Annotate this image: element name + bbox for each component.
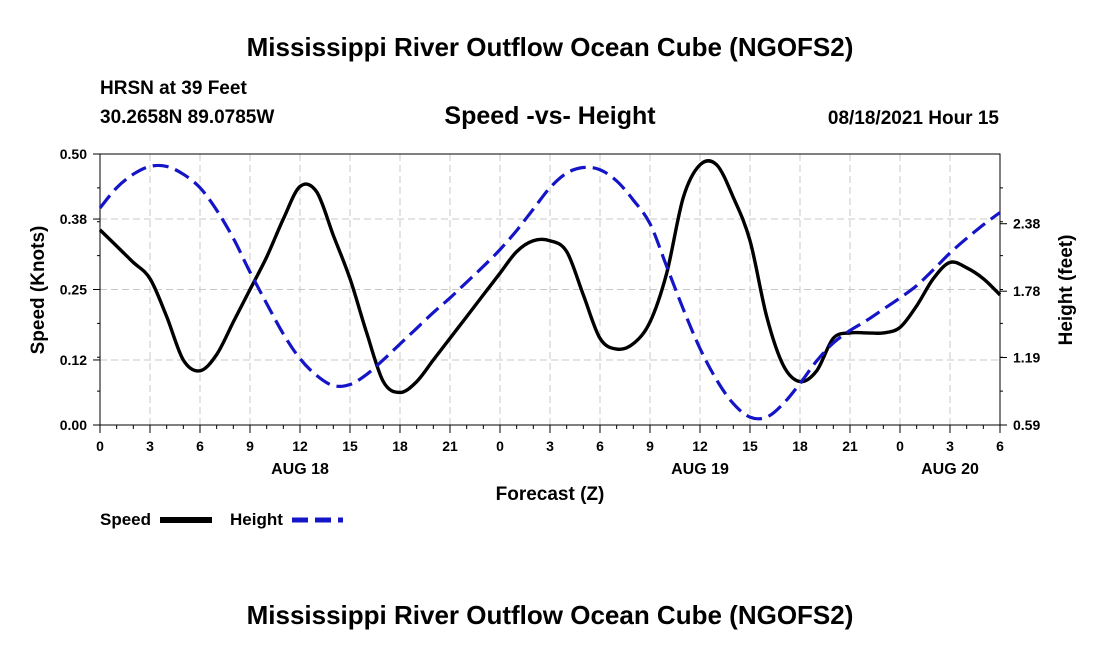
main-title: Mississippi River Outflow Ocean Cube (NG… bbox=[247, 32, 854, 62]
x-tick-label: 21 bbox=[442, 438, 458, 454]
forecast-time: 08/18/2021 Hour 15 bbox=[828, 108, 1000, 129]
x-tick-label: 9 bbox=[646, 438, 654, 454]
y-left-tick-label: 0.50 bbox=[60, 146, 87, 162]
x-tick-label: 15 bbox=[342, 438, 358, 454]
grid-lines bbox=[100, 154, 1000, 425]
x-tick-label: 0 bbox=[896, 438, 904, 454]
y-axis-left-title: Speed (Knots) bbox=[28, 226, 49, 355]
y-right-tick-label: 2.38 bbox=[1013, 216, 1040, 232]
x-tick-label: 15 bbox=[742, 438, 758, 454]
x-tick-label: 12 bbox=[292, 438, 308, 454]
location-label: 30.2658N 89.0785W bbox=[100, 107, 274, 128]
x-tick-label: 12 bbox=[692, 438, 708, 454]
x-axis-title: Forecast (Z) bbox=[496, 484, 605, 505]
x-tick-label: 3 bbox=[146, 438, 154, 454]
legend-speed-label: Speed bbox=[100, 510, 151, 529]
x-tick-label: 18 bbox=[392, 438, 408, 454]
x-tick-label: 6 bbox=[596, 438, 604, 454]
x-tick-label: 6 bbox=[996, 438, 1004, 454]
series-line-height bbox=[98, 163, 1001, 421]
x-tick-label: 0 bbox=[496, 438, 504, 454]
x-tick-label: 3 bbox=[546, 438, 554, 454]
x-tick-label: 21 bbox=[842, 438, 858, 454]
x-tick-label: 6 bbox=[196, 438, 204, 454]
date-label: AUG 18 bbox=[271, 461, 329, 478]
x-tick-label: 18 bbox=[792, 438, 808, 454]
y-right-tick-label: 0.59 bbox=[1013, 417, 1040, 433]
y-left-tick-label: 0.38 bbox=[60, 211, 87, 227]
y-left-tick-label: 0.12 bbox=[60, 352, 87, 368]
y-axis-right-title: Height (feet) bbox=[1056, 235, 1077, 346]
axes bbox=[93, 153, 1007, 433]
chart-subtitle: Speed -vs- Height bbox=[444, 102, 656, 130]
y-left-tick-label: 0.00 bbox=[60, 417, 87, 433]
legend-height-label: Height bbox=[230, 510, 283, 529]
legend: Speed Height bbox=[100, 510, 343, 529]
axis-labels: 0 3 6 9 12 15 18 21 0 3 6 9 12 15 18 21 0 3 6 AUG 18 AUG 19 A… bbox=[60, 146, 1041, 478]
station-label: HRSN at 39 Feet bbox=[100, 78, 247, 99]
footer-title: Mississippi River Outflow Ocean Cube (NG… bbox=[247, 600, 854, 630]
series-lines bbox=[98, 159, 1002, 421]
series-line-speed bbox=[98, 159, 1002, 395]
x-tick-label: 3 bbox=[946, 438, 954, 454]
date-label: AUG 19 bbox=[671, 461, 729, 478]
x-tick-label: 9 bbox=[246, 438, 254, 454]
date-label: AUG 20 bbox=[921, 461, 979, 478]
y-left-tick-label: 0.25 bbox=[60, 282, 87, 298]
x-tick-label: 0 bbox=[96, 438, 104, 454]
y-right-tick-label: 1.78 bbox=[1013, 283, 1040, 299]
y-right-tick-label: 1.19 bbox=[1013, 350, 1040, 366]
